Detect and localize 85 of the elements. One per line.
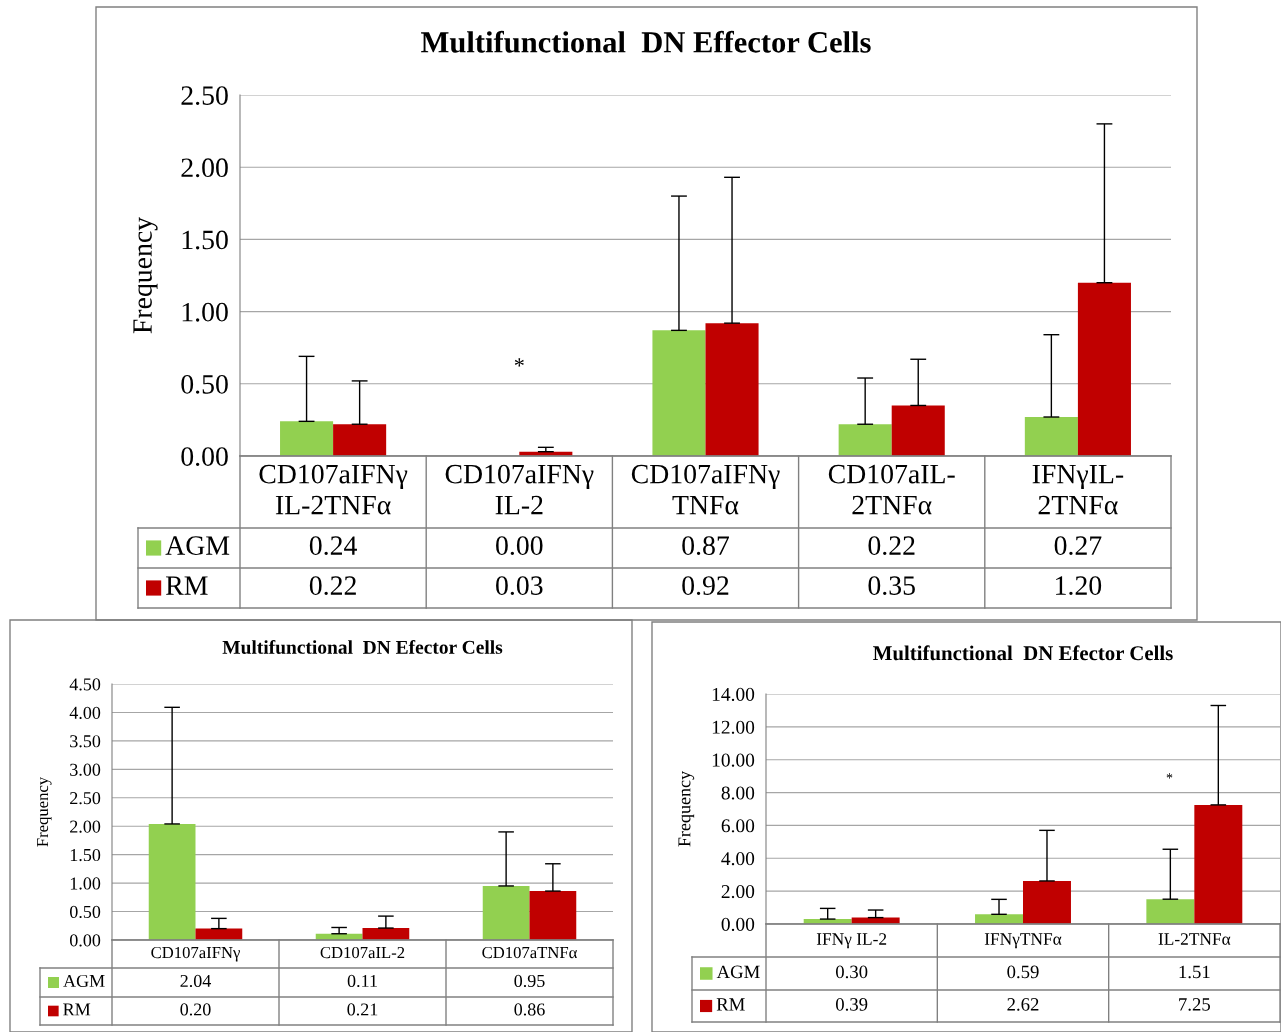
legend-label: AGM [716, 965, 760, 979]
bar [705, 323, 759, 456]
annotation: * [514, 358, 524, 367]
x-tick-label: CD107aIFNγ [151, 946, 240, 962]
data-label: 0.27 [1054, 536, 1102, 556]
data-label: 0.22 [309, 576, 356, 596]
legend-label: AGM [165, 536, 230, 555]
x-tick-label: CD107aIFNγ IL-2 [445, 464, 594, 515]
y-tick-label: 4.00 [721, 852, 755, 866]
x-tick-label: CD107aIFNγ TNFα [631, 464, 780, 515]
bar [280, 421, 334, 456]
y-tick-label: 0.00 [181, 447, 228, 467]
legend-label: RM [716, 998, 745, 1011]
data-label: 0.35 [868, 576, 915, 596]
x-tick-label: CD107aIL- 2TNFα [828, 464, 955, 515]
bar [148, 823, 196, 940]
data-label: 0.95 [514, 974, 545, 988]
y-tick-label: 8.00 [721, 786, 755, 800]
bar [529, 891, 577, 940]
x-tick-label: CD107aIFNγ IL-2TNFα [259, 464, 408, 515]
x-tick-label: CD107aIL-2 [320, 946, 405, 959]
legend-label: AGM [63, 974, 105, 988]
y-tick-label: 1.00 [70, 877, 101, 890]
y-tick-label: 4.50 [69, 678, 101, 691]
y-tick-label: 2.00 [181, 158, 228, 178]
y-axis-title: Frequency [37, 776, 52, 847]
bar [482, 885, 530, 940]
data-label: 0.03 [496, 576, 543, 596]
bar [1024, 417, 1078, 456]
y-axis-title: Frequency [678, 770, 695, 847]
y-tick-label: 1.50 [70, 848, 101, 862]
data-label: 0.86 [514, 1003, 545, 1016]
y-tick-label: 0.00 [69, 934, 101, 947]
bar [838, 424, 892, 456]
data-label: 0.87 [682, 536, 730, 556]
bar [333, 424, 387, 456]
y-tick-label: 6.00 [721, 819, 755, 833]
data-label: 0.22 [868, 536, 915, 556]
bar [1077, 282, 1131, 456]
annotation: * [1166, 773, 1173, 779]
y-tick-label: 10.00 [712, 753, 755, 767]
y-tick-label: 14.00 [712, 687, 755, 702]
data-label: 1.51 [1179, 965, 1210, 979]
bar [1023, 880, 1071, 924]
data-label: 0.24 [309, 536, 357, 556]
chart-title: Multifunctional DN Efector Cells [873, 645, 1173, 661]
data-label: 0.00 [496, 536, 543, 556]
x-tick-label: IFNγTNFα [984, 933, 1062, 949]
y-tick-label: 2.50 [70, 792, 101, 805]
data-label: 0.21 [347, 1003, 378, 1016]
data-label: 0.92 [682, 576, 729, 596]
y-tick-label: 12.00 [712, 720, 755, 734]
x-tick-label: IFNγ IL-2 [816, 933, 887, 949]
y-tick-label: 4.00 [69, 706, 101, 719]
data-label: 2.62 [1007, 998, 1039, 1011]
y-tick-label: 0.50 [181, 374, 228, 394]
y-tick-label: 1.50 [182, 230, 228, 250]
bar [652, 330, 706, 456]
x-tick-label: CD107aTNFα [482, 946, 578, 959]
y-tick-label: 1.00 [182, 302, 228, 322]
y-tick-label: 0.00 [721, 917, 755, 932]
data-label: 0.30 [835, 965, 868, 979]
data-label: 0.59 [1007, 965, 1039, 979]
data-label: 0.20 [180, 1003, 211, 1016]
chart-title: Multifunctional DN Efector Cells [222, 639, 503, 654]
y-tick-label: 0.50 [69, 905, 101, 919]
y-axis-title: Frequency [133, 216, 158, 334]
y-tick-label: 2.00 [721, 884, 755, 899]
data-label: 0.11 [347, 974, 377, 988]
y-tick-label: 3.50 [70, 735, 101, 748]
data-label: 2.04 [180, 974, 212, 988]
data-label: 7.25 [1179, 998, 1211, 1011]
bar [891, 405, 945, 456]
y-tick-label: 3.00 [70, 763, 101, 776]
data-label: 0.39 [835, 998, 868, 1011]
x-tick-label: IL-2TNFα [1158, 933, 1231, 945]
legend-label: RM [63, 1003, 91, 1016]
y-tick-label: 2.00 [70, 820, 101, 833]
data-label: 1.20 [1056, 576, 1102, 596]
x-tick-label: IFNγIL- 2TNFα [1032, 465, 1124, 515]
bar [1194, 804, 1243, 924]
chart-title: Multifunctional DN Effector Cells [421, 30, 871, 53]
bar [1146, 899, 1195, 924]
legend-label: RM [166, 576, 208, 595]
y-tick-label: 2.50 [181, 86, 228, 106]
